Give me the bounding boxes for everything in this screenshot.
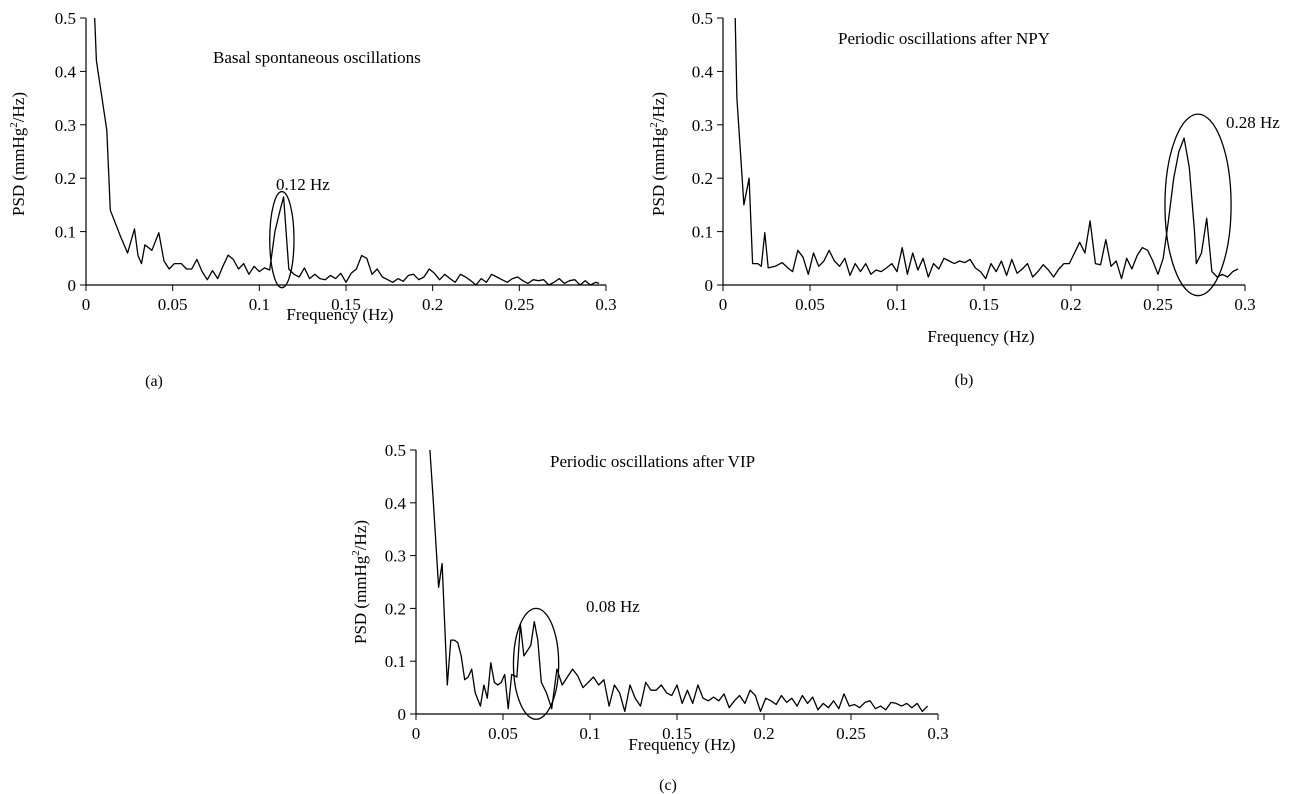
peak-label-b: 0.28 Hz <box>1226 113 1280 132</box>
x-tick-label: 0.25 <box>504 295 534 314</box>
psd-series-line <box>94 17 600 286</box>
x-tick-label: 0.05 <box>795 295 825 314</box>
psd-series-line <box>734 17 1239 280</box>
plot-area-a: 0 0.05 0.1 0.15 0.2 0.25 0.3 0 0.1 0.2 0.3 0.4 0.5 <box>55 9 617 314</box>
panel-label-c: (c) <box>659 777 677 794</box>
x-tick-label: 0.1 <box>579 724 600 743</box>
y-tick-label: 0.5 <box>385 441 406 460</box>
x-tick-label: 0.25 <box>836 724 866 743</box>
x-tick-label: 0.05 <box>488 724 518 743</box>
peak-label-c: 0.08 Hz <box>586 597 640 616</box>
y-tick-label: 0.3 <box>385 547 406 566</box>
x-tick-label: 0.25 <box>1143 295 1173 314</box>
y-tick-label: 0.2 <box>385 599 406 618</box>
panel-b: 0 0.05 0.1 0.15 0.2 0.25 0.3 0 0.1 0.2 0.3 0.4 0.5 P… <box>648 9 1280 389</box>
x-tick-label: 0 <box>412 724 421 743</box>
peak-highlight-ellipse <box>1164 113 1232 297</box>
x-tick-label: 0.15 <box>662 724 692 743</box>
x-axis-title-b: Frequency (Hz) <box>927 327 1034 346</box>
y-tick-label: 0.4 <box>55 62 77 81</box>
y-tick-label: 0.1 <box>692 223 713 242</box>
psd-series-line <box>429 449 929 713</box>
y-tick-label: 0 <box>68 276 77 295</box>
y-tick-label: 0.1 <box>385 652 406 671</box>
x-tick-label: 0 <box>719 295 728 314</box>
y-axis-title-c: PSD (mmHg2/Hz) <box>350 520 370 644</box>
peak-highlight-ellipse <box>269 190 295 289</box>
x-tick-label: 0.3 <box>927 724 948 743</box>
x-tick-label: 0.15 <box>331 295 361 314</box>
y-tick-label: 0.4 <box>692 62 714 81</box>
x-axis-title-a: Frequency (Hz) <box>286 305 393 324</box>
y-tick-label: 0.2 <box>692 169 713 188</box>
x-tick-label: 0.1 <box>886 295 907 314</box>
plot-area-b: 0 0.05 0.1 0.15 0.2 0.25 0.3 0 0.1 0.2 0.3 0.4 0.5 <box>692 9 1256 314</box>
x-axis-title-c: Frequency (Hz) <box>628 735 735 754</box>
x-tick-label: 0.2 <box>753 724 774 743</box>
panel-a: 0 0.05 0.1 0.15 0.2 0.25 0.3 0 0.1 0.2 0.3 0.4 0.5 B… <box>8 9 617 390</box>
y-tick-label: 0.5 <box>692 9 713 28</box>
plot-area-c: 0 0.05 0.1 0.15 0.2 0.25 0.3 0 0.1 0.2 0.3 0.4 0.5 <box>385 441 949 743</box>
peak-highlight-ellipse <box>512 607 560 720</box>
x-tick-label: 0.15 <box>969 295 999 314</box>
x-tick-label: 0.2 <box>1060 295 1081 314</box>
chart-title-c: Periodic oscillations after VIP <box>550 452 755 471</box>
y-axis-title-a: PSD (mmHg2/Hz) <box>8 92 28 216</box>
panel-label-a: (a) <box>145 373 163 390</box>
x-tick-label: 0.3 <box>595 295 616 314</box>
y-tick-label: 0.4 <box>385 494 407 513</box>
x-tick-label: 0.2 <box>422 295 443 314</box>
y-tick-label: 0.3 <box>692 116 713 135</box>
y-tick-label: 0.3 <box>55 116 76 135</box>
y-tick-label: 0.5 <box>55 9 76 28</box>
y-tick-label: 0.1 <box>55 223 76 242</box>
panel-label-b: (b) <box>955 372 974 389</box>
x-tick-label: 0.1 <box>249 295 270 314</box>
peak-label-a: 0.12 Hz <box>276 175 330 194</box>
x-tick-label: 0.3 <box>1234 295 1255 314</box>
y-tick-label: 0 <box>398 705 407 724</box>
y-tick-label: 0.2 <box>55 169 76 188</box>
y-tick-label: 0 <box>705 276 714 295</box>
x-tick-label: 0.05 <box>158 295 188 314</box>
chart-title-b: Periodic oscillations after NPY <box>838 29 1050 48</box>
x-tick-label: 0 <box>82 295 91 314</box>
chart-title-a: Basal spontaneous oscillations <box>213 48 421 67</box>
y-axis-title-b: PSD (mmHg2/Hz) <box>648 92 668 216</box>
panel-c: 0 0.05 0.1 0.15 0.2 0.25 0.3 0 0.1 0.2 0.3 0.4 0.5 P… <box>350 441 949 794</box>
